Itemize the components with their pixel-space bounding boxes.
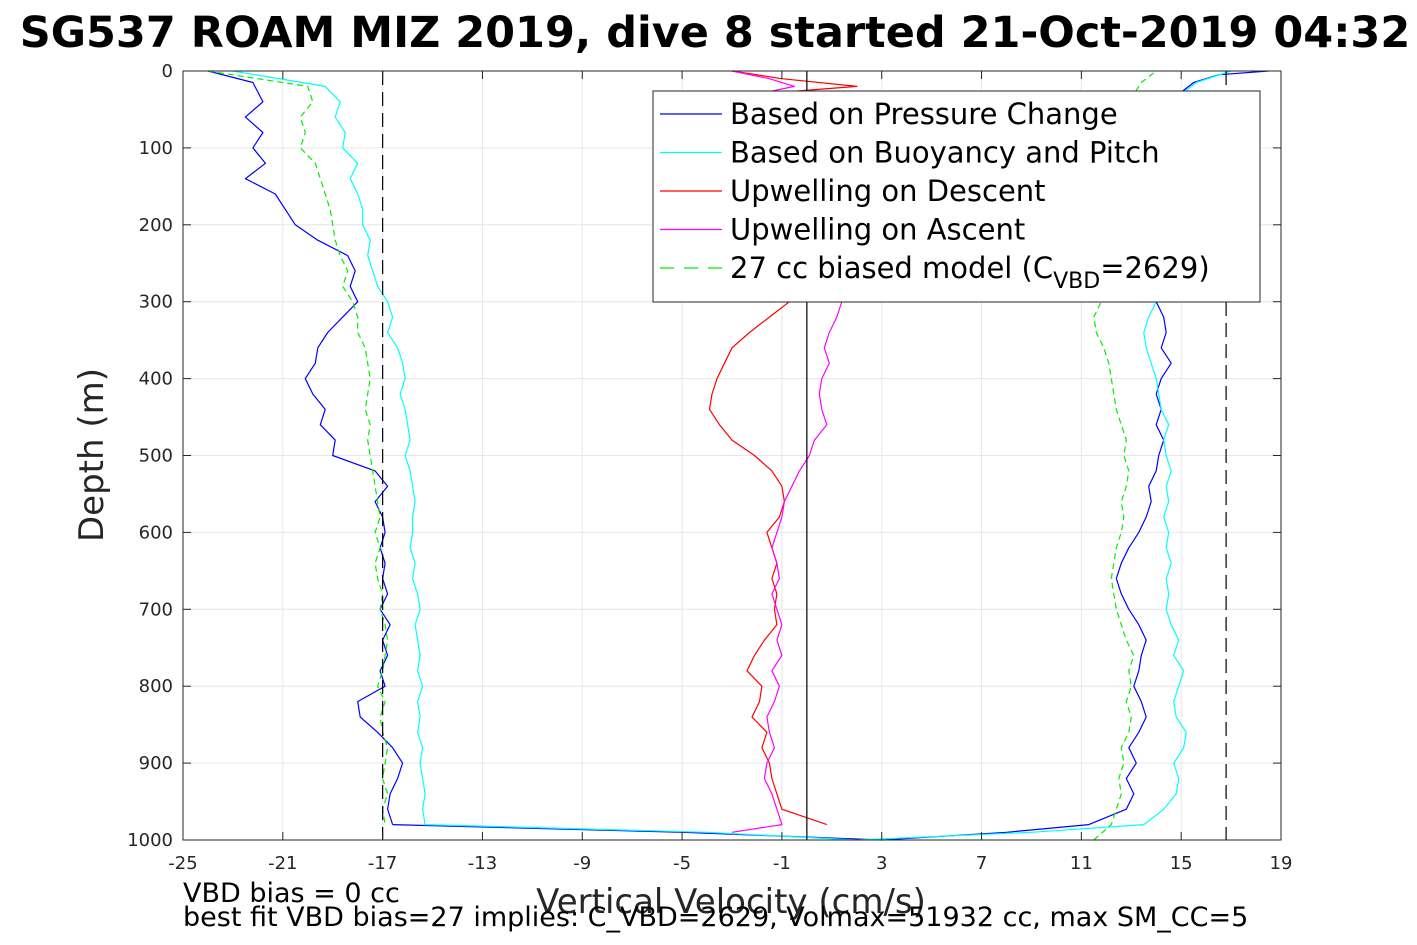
series-line bbox=[881, 301, 1172, 841]
legend-label: Based on Pressure Change bbox=[730, 97, 1118, 131]
x-axis-label: Vertical Velocity (cm/s) bbox=[536, 882, 926, 922]
series-line bbox=[856, 301, 1187, 841]
x-tick-label: 19 bbox=[1270, 853, 1293, 874]
y-axis-label: Depth (m) bbox=[72, 368, 112, 542]
y-tick-label: 0 bbox=[162, 61, 173, 82]
chart-title: SG537 ROAM MIZ 2019, dive 8 started 21-O… bbox=[20, 8, 1411, 58]
y-tick-label: 200 bbox=[139, 215, 173, 236]
series-line bbox=[207, 70, 389, 825]
y-tick-label: 400 bbox=[139, 369, 173, 390]
legend-label: Upwelling on Descent bbox=[730, 174, 1046, 208]
y-tick-label: 500 bbox=[139, 446, 173, 467]
legend: Based on Pressure Change Based on Buoyanc… bbox=[652, 90, 1261, 303]
series-line bbox=[425, 824, 857, 841]
x-tick-label: -17 bbox=[368, 853, 397, 874]
x-tick-label: -9 bbox=[573, 853, 591, 874]
y-tick-label: 1000 bbox=[127, 830, 173, 851]
x-axis-ticks: -25 -21 -17 -13 -9 -5 -1 3 7 11 15 19 bbox=[168, 71, 1292, 874]
x-tick-label: 11 bbox=[1070, 853, 1093, 874]
y-axis-ticks: 0 100 200 300 400 500 600 700 800 900 1000 bbox=[127, 61, 1281, 851]
legend-label: Based on Buoyancy and Pitch bbox=[730, 136, 1160, 170]
series-line bbox=[731, 301, 843, 833]
legend-box bbox=[652, 90, 1261, 303]
series-line bbox=[207, 70, 404, 825]
footer-bias-note: VBD bias = 0 cc bbox=[183, 878, 400, 909]
x-tick-label: 7 bbox=[976, 853, 987, 874]
legend-entries: Based on Pressure Change Based on Buoyanc… bbox=[660, 97, 1210, 294]
footer-fit-note: best fit VBD bias=27 implies: C_VBD=2629… bbox=[183, 902, 1248, 933]
y-tick-label: 800 bbox=[139, 676, 173, 697]
series-line bbox=[1093, 301, 1135, 841]
y-tick-label: 300 bbox=[139, 292, 173, 313]
series-line bbox=[708, 301, 827, 826]
series-line bbox=[232, 70, 426, 825]
legend-label: 27 cc biased model (CVBD=2629) bbox=[730, 251, 1210, 294]
x-tick-label: -13 bbox=[468, 853, 497, 874]
x-tick-label: -21 bbox=[268, 853, 297, 874]
legend-label: Upwelling on Ascent bbox=[730, 213, 1025, 247]
x-tick-label: 15 bbox=[1170, 853, 1193, 874]
x-tick-label: 3 bbox=[876, 853, 887, 874]
y-tick-label: 700 bbox=[139, 599, 173, 620]
y-tick-label: 100 bbox=[139, 138, 173, 159]
y-tick-label: 600 bbox=[139, 522, 173, 543]
y-tick-label: 900 bbox=[139, 753, 173, 774]
x-tick-label: -1 bbox=[773, 853, 791, 874]
x-tick-label: -25 bbox=[168, 853, 197, 874]
x-tick-label: -5 bbox=[673, 853, 691, 874]
